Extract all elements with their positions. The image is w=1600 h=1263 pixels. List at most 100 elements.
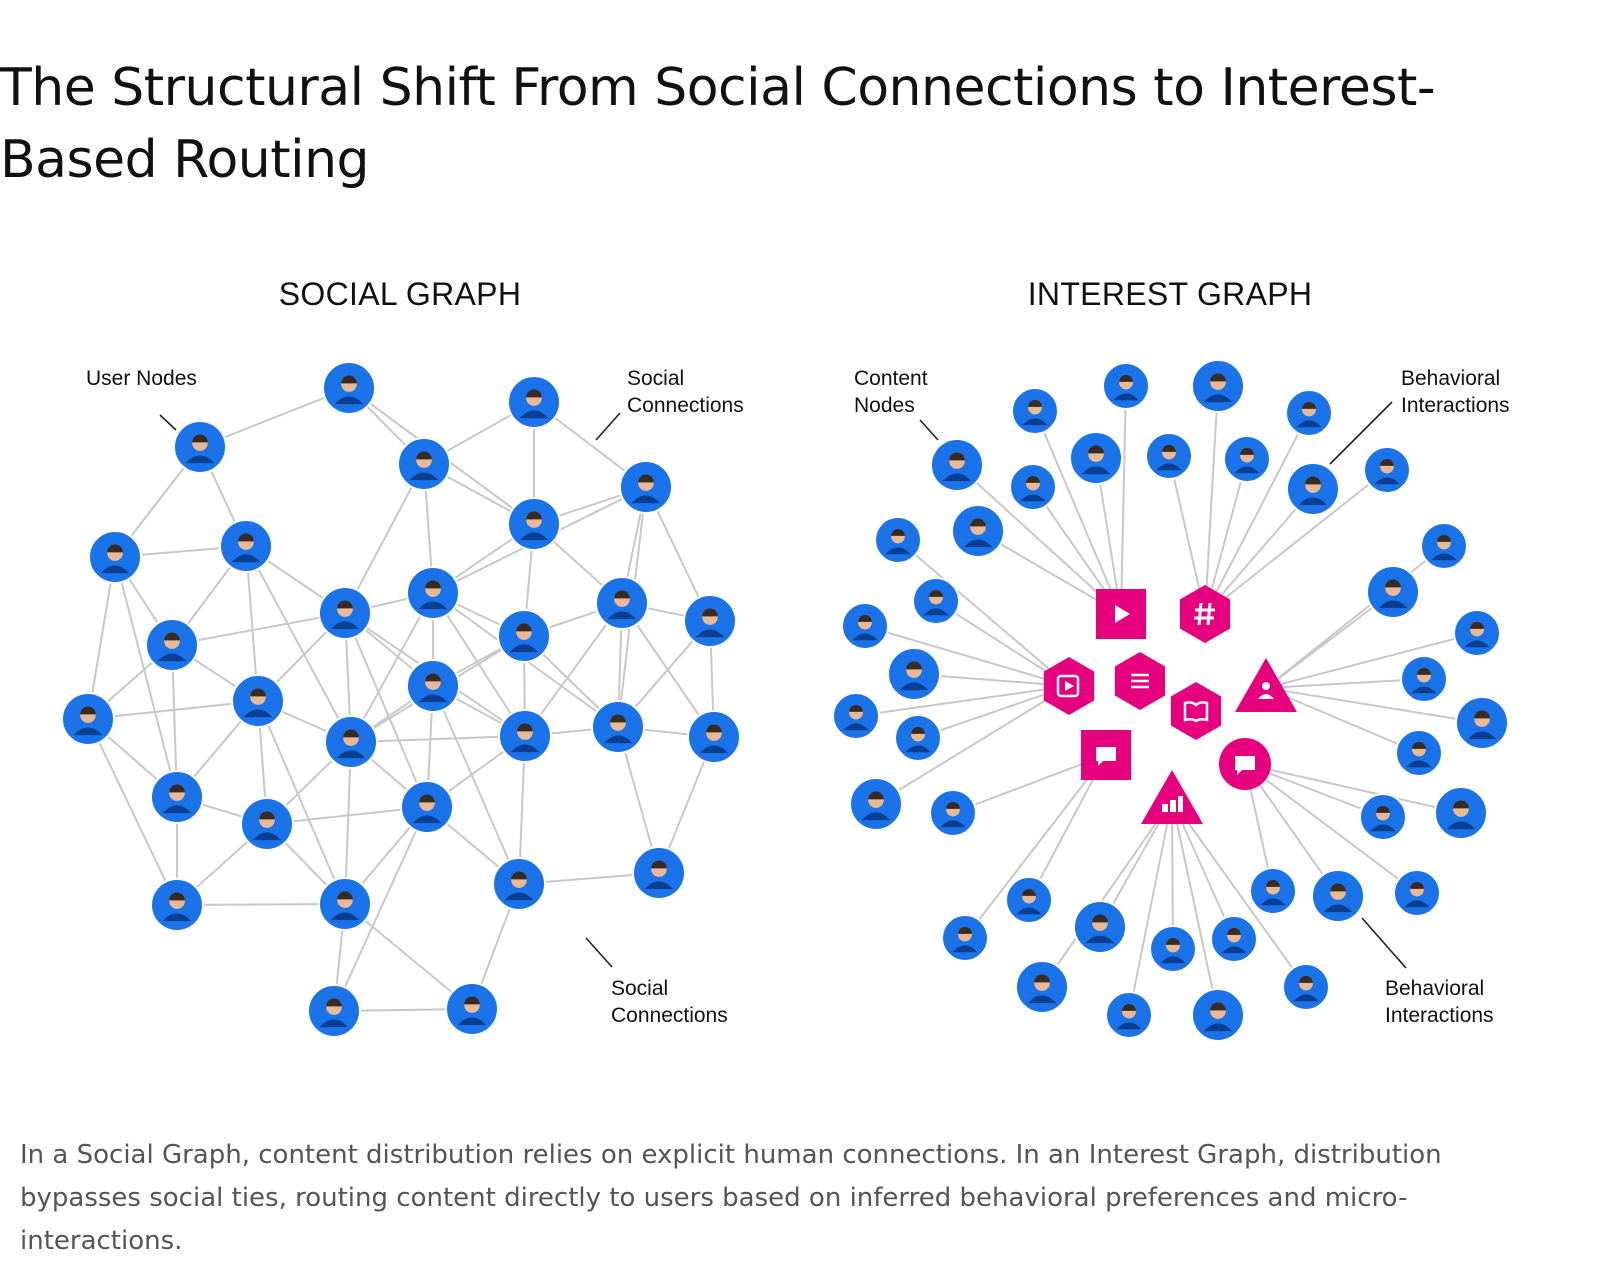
node-hair	[1380, 458, 1394, 466]
user-node	[150, 770, 204, 824]
node-body	[252, 832, 282, 841]
node-hair	[1305, 476, 1321, 485]
node-body	[1374, 477, 1400, 485]
user-node	[322, 361, 376, 415]
user-node	[1149, 925, 1197, 973]
leader-line	[1361, 917, 1407, 969]
node-body	[243, 709, 273, 718]
user-node	[1191, 359, 1245, 413]
user-node	[498, 709, 552, 763]
user-node	[318, 877, 372, 931]
edge	[171, 612, 346, 646]
user-node	[1359, 793, 1407, 841]
node-body	[457, 1017, 487, 1026]
node-hair	[1299, 975, 1313, 983]
node-hair	[868, 791, 884, 800]
node-hair	[516, 623, 532, 632]
node-body	[509, 644, 539, 653]
page-title: The Structural Shift From Social Connect…	[0, 58, 1436, 190]
node-hair	[1122, 1003, 1136, 1011]
edge	[524, 602, 623, 737]
user-node	[1011, 387, 1059, 435]
node-body	[418, 601, 448, 610]
edge	[917, 685, 1070, 739]
user-node	[930, 438, 984, 492]
content-node	[1081, 730, 1131, 780]
node-hair	[949, 452, 965, 461]
node-body	[409, 472, 439, 481]
user-node	[1434, 786, 1488, 840]
user-node	[1015, 960, 1069, 1014]
node-body	[334, 396, 364, 405]
edge	[1204, 385, 1219, 615]
user-node	[61, 692, 115, 746]
node-body	[1446, 821, 1476, 830]
node-body	[162, 805, 192, 814]
content-node	[1235, 658, 1297, 712]
node-hair	[526, 511, 542, 520]
node-body	[942, 473, 972, 482]
user-node	[941, 914, 989, 962]
user-node	[1191, 988, 1245, 1042]
node-body	[631, 495, 661, 504]
node-hair	[911, 726, 925, 734]
node-body	[185, 455, 215, 464]
node-hair	[1022, 888, 1036, 896]
edge	[864, 625, 1070, 687]
edge	[1171, 799, 1174, 950]
node-body	[885, 547, 911, 555]
content-node	[1141, 770, 1203, 824]
node-hair	[1227, 927, 1241, 935]
edge	[1204, 458, 1248, 615]
node-body	[418, 694, 448, 703]
node-hair	[1474, 710, 1490, 719]
user-node	[894, 714, 942, 762]
edge	[1244, 763, 1462, 814]
leader-line	[159, 414, 177, 431]
node-hair	[651, 860, 667, 869]
node-hair	[419, 794, 435, 803]
node-body	[1378, 600, 1408, 609]
user-node	[240, 797, 294, 851]
annotation: Social Connections	[627, 367, 744, 417]
user-node	[150, 878, 204, 932]
node-body	[504, 892, 534, 901]
edge	[1041, 799, 1173, 988]
content-shape	[1170, 682, 1222, 740]
annotation: Behavioral Interactions	[1401, 367, 1510, 417]
user-node	[1210, 915, 1258, 963]
node-body	[1085, 935, 1115, 944]
node-body	[1293, 994, 1319, 1002]
node-body	[319, 1019, 349, 1028]
edge	[952, 754, 1107, 814]
node-body	[1081, 466, 1111, 475]
node-hair	[706, 724, 722, 733]
node-hair	[517, 723, 533, 732]
nodes	[61, 359, 1509, 1042]
edge	[333, 806, 428, 1012]
node-body	[1020, 494, 1046, 502]
edge	[1204, 412, 1310, 615]
node-body	[699, 745, 729, 754]
node-hair	[849, 704, 863, 712]
user-node	[1223, 435, 1271, 483]
edge	[1128, 799, 1173, 1016]
node-body	[157, 653, 187, 662]
node-body	[1260, 898, 1286, 906]
node-hair	[1266, 879, 1280, 887]
edge	[964, 754, 1107, 939]
node-hair	[1376, 805, 1390, 813]
edge	[1265, 632, 1478, 689]
content-shape	[1179, 585, 1231, 643]
caption: In a Social Graph, content distribution …	[20, 1140, 1442, 1256]
user-node	[1285, 389, 1333, 437]
edge	[1204, 469, 1388, 615]
node-hair	[1026, 475, 1040, 483]
annotation: User Nodes	[86, 367, 197, 390]
user-node	[887, 647, 941, 701]
node-hair	[343, 729, 359, 738]
edge	[1265, 687, 1483, 724]
edge	[257, 700, 346, 905]
node-hair	[1240, 447, 1254, 455]
edge	[344, 741, 352, 905]
